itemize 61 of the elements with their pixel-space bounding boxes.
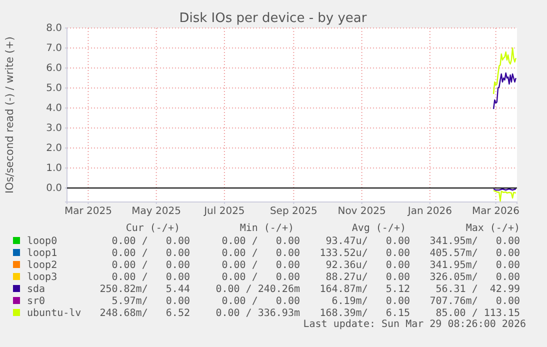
text: Avg (-/+) [352,223,406,234]
text: 56.31 / 42.99 [436,284,520,295]
text: Min (-/+) [240,223,294,234]
text: 405.57m/ 0.00 [430,248,520,259]
line-series [492,72,516,110]
legend-label: loop3 [27,272,58,283]
text: 0.00 / 0.00 [222,296,300,307]
text: 0.00 / 240.26m [216,284,300,295]
legend-label: sr0 [27,296,46,307]
y-tick-label: 6.0 [46,63,62,74]
text: 341.95m/ 0.00 [430,236,520,247]
text: Max (-/+) [466,223,520,234]
x-tick-label: Mar 2025 [64,206,112,218]
chart-title: Disk IOs per device - by year [179,11,368,26]
y-tick-label: 4.0 [46,103,62,114]
y-tick-label: 5.0 [46,83,62,94]
legend-label: ubuntu-lv [27,308,82,319]
text: Last update: Sun Mar 29 08:26:00 2026 [303,319,526,330]
text: 0.00 / 0.00 [222,248,300,259]
text: 0.00 / 0.00 [222,272,300,283]
text: 93.47u/ 0.00 [326,236,410,247]
text: 133.52u/ 0.00 [320,248,410,259]
line-series [492,47,516,95]
text: 0.00 / 0.00 [112,260,190,271]
text: 85.00 / 113.15 [436,308,520,319]
legend-label: sda [27,284,46,295]
x-tick-label: Nov 2025 [338,206,386,218]
text: 164.87m/ 5.12 [320,284,410,295]
y-tick-label: 1.0 [46,163,62,174]
text: 248.68m/ 6.52 [100,308,190,319]
text: 0.00 / 0.00 [222,236,300,247]
legend-label: loop0 [27,236,58,247]
y-tick-label: 8.0 [46,23,62,34]
x-tick-label: Jul 2025 [203,206,245,218]
y-tick-label: 3.0 [46,123,62,134]
legend-label: loop1 [27,248,58,259]
x-tick-label: Jan 2026 [406,206,452,218]
text: 6.19m/ 0.00 [332,296,410,307]
text: 707.76m/ 0.00 [430,296,520,307]
text: 326.05m/ 0.00 [430,272,520,283]
text: 0.00 / 0.00 [112,272,190,283]
text: 5.97m/ 0.00 [112,296,190,307]
text: 0.00 / 336.93m [216,308,300,319]
text: 250.82m/ 5.44 [100,284,190,295]
x-tick-label: May 2025 [132,206,181,218]
legend-label: loop2 [27,260,58,271]
text: 0.00 / 0.00 [112,248,190,259]
y-tick-label: 2.0 [46,143,62,154]
x-tick-label: Mar 2026 [472,206,520,218]
x-tick-label: Sep 2025 [270,206,318,218]
text: 168.39m/ 6.15 [320,308,410,319]
line-series [492,190,516,202]
text: 88.27u/ 0.00 [326,272,410,283]
y-tick-label: 0.0 [46,183,62,194]
text: 0.00 / 0.00 [222,260,300,271]
y-tick-label: 7.0 [46,43,62,54]
text: 341.95m/ 0.00 [430,260,520,271]
text: 0.00 / 0.00 [112,236,190,247]
text: Cur (-/+) [126,223,180,234]
text: 92.36u/ 0.00 [326,260,410,271]
y-axis-title: IOs/second read (-) / write (+) [4,36,16,194]
